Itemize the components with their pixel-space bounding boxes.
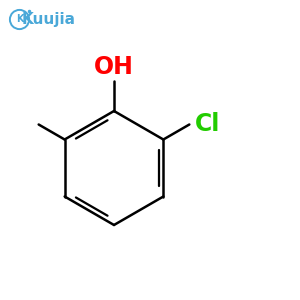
Text: K: K bbox=[16, 14, 23, 25]
Text: Kuujia: Kuujia bbox=[22, 12, 76, 27]
Text: Cl: Cl bbox=[195, 112, 221, 136]
Text: OH: OH bbox=[94, 55, 134, 79]
